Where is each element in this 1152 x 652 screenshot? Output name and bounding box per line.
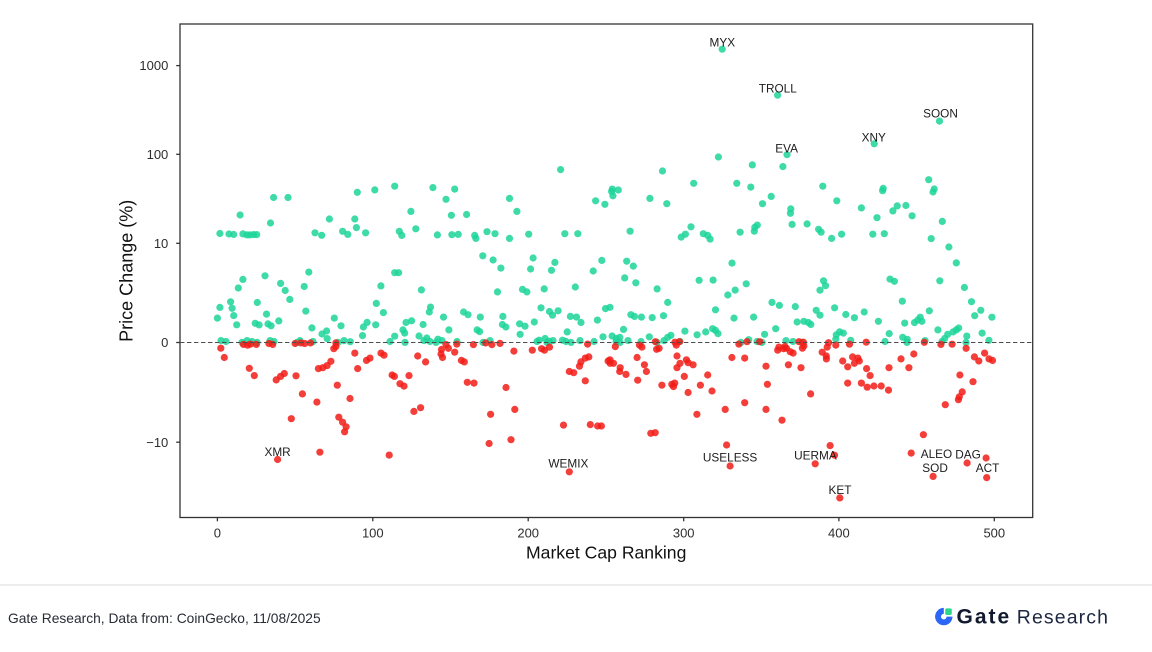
svg-text:WEMIX: WEMIX: [548, 457, 588, 471]
svg-text:0: 0: [161, 335, 168, 350]
svg-text:ALEO: ALEO: [921, 447, 952, 461]
svg-text:400: 400: [828, 526, 850, 541]
svg-text:KET: KET: [829, 483, 852, 497]
svg-text:100: 100: [147, 147, 169, 162]
svg-text:Gate: Gate: [957, 606, 1012, 629]
svg-text:ACT: ACT: [976, 461, 1000, 475]
svg-text:TROLL: TROLL: [759, 82, 797, 96]
svg-text:10: 10: [154, 236, 168, 251]
svg-text:MYX: MYX: [710, 36, 736, 50]
svg-text:Gate Research, Data from: Coin: Gate Research, Data from: CoinGecko, 11/…: [8, 611, 321, 626]
svg-text:EVA: EVA: [775, 142, 798, 156]
svg-text:Market Cap Ranking: Market Cap Ranking: [526, 543, 686, 563]
svg-text:USELESS: USELESS: [703, 451, 758, 465]
svg-text:XMR: XMR: [264, 445, 290, 459]
svg-text:DAG: DAG: [955, 448, 981, 462]
svg-text:100: 100: [362, 526, 384, 541]
svg-text:200: 200: [517, 526, 539, 541]
svg-text:0: 0: [214, 526, 221, 541]
svg-text:Research: Research: [1017, 607, 1109, 629]
svg-text:500: 500: [983, 526, 1005, 541]
svg-text:Price Change (%): Price Change (%): [117, 200, 137, 342]
svg-text:1000: 1000: [139, 58, 168, 73]
svg-text:SOON: SOON: [923, 107, 958, 121]
svg-text:UERMA: UERMA: [794, 449, 837, 463]
svg-text:−10: −10: [146, 435, 168, 450]
svg-text:300: 300: [673, 526, 695, 541]
svg-text:XNY: XNY: [862, 131, 886, 145]
svg-text:SOD: SOD: [922, 461, 948, 475]
